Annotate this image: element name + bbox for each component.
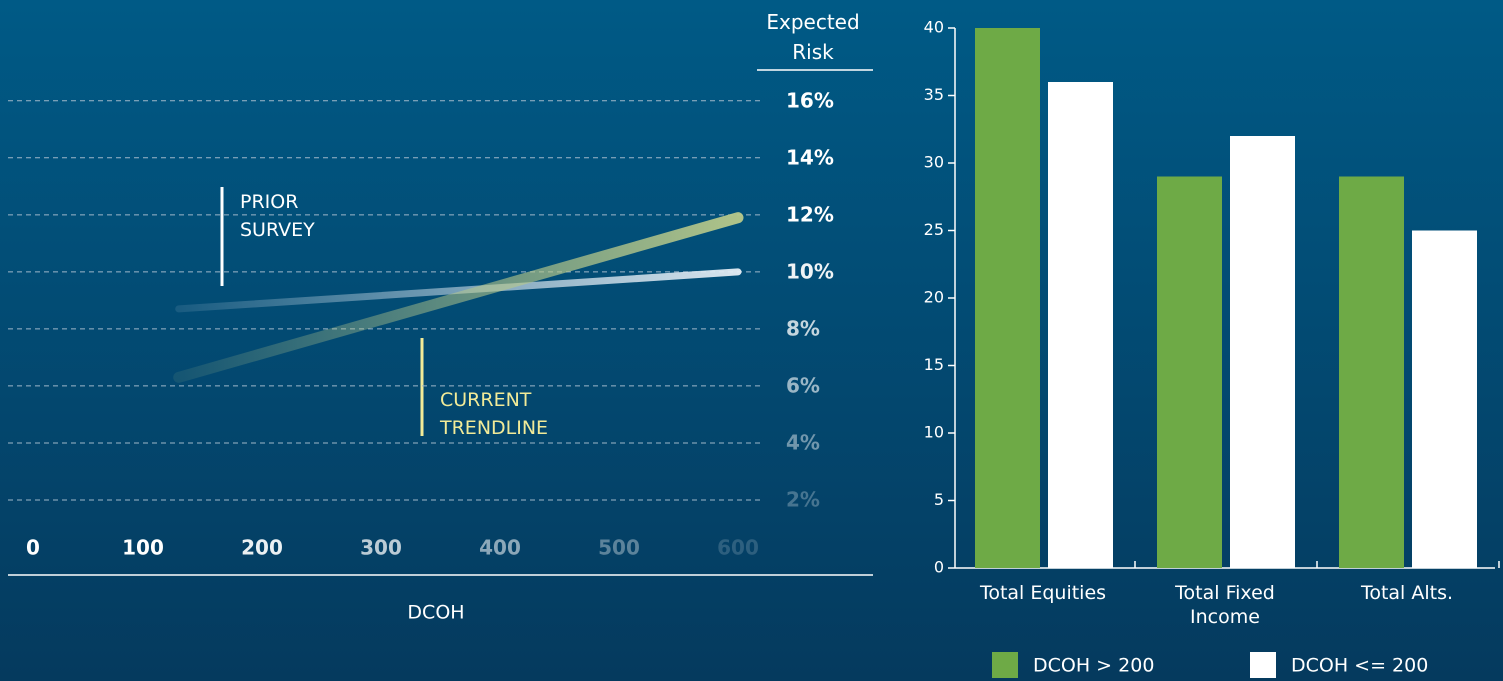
trendline: [175, 268, 742, 313]
y-tick-label: 16%: [786, 88, 834, 112]
y-tick-label: 35: [924, 85, 944, 104]
y-tick-label: 10: [924, 423, 944, 442]
x-axis-label: DCOH: [407, 602, 464, 624]
y-tick-label: 15: [924, 355, 944, 374]
x-tick-label: Total Fixed Income: [1175, 582, 1275, 628]
y-tick-label: 10%: [786, 259, 834, 283]
bar: [1230, 136, 1295, 568]
x-tick-label: 400: [479, 536, 521, 560]
x-tick-label: Total Equities: [979, 582, 1107, 604]
x-tick-label: 500: [598, 536, 640, 560]
y-tick-label: 4%: [786, 430, 820, 454]
legend-label: DCOH <= 200: [1291, 655, 1428, 677]
series-label: PRIOR SURVEY: [240, 191, 315, 241]
y-tick-label: 40: [924, 18, 944, 37]
legend-label: DCOH > 200: [1033, 655, 1154, 677]
y-tick-label: 12%: [786, 202, 834, 226]
bar: [1048, 82, 1113, 568]
y-tick-label: 14%: [786, 145, 834, 169]
bar: [1412, 230, 1477, 568]
chart-title: Expected Risk: [766, 10, 860, 64]
x-tick-label: 300: [360, 536, 402, 560]
y-tick-label: 2%: [786, 487, 820, 511]
series-label: CURRENT TRENDLINE: [440, 389, 549, 439]
legend-swatch: [1250, 652, 1276, 678]
y-tick-label: 8%: [786, 316, 820, 340]
bar: [975, 28, 1040, 568]
y-tick-label: 0: [934, 558, 944, 577]
x-tick-label: 0: [26, 536, 40, 560]
y-tick-label: 30: [924, 153, 944, 172]
x-tick-label: 100: [122, 536, 164, 560]
bar: [1339, 176, 1404, 568]
bar: [1157, 176, 1222, 568]
y-tick-label: 6%: [786, 373, 820, 397]
x-tick-label: 600: [717, 536, 759, 560]
y-tick-label: 20: [924, 288, 944, 307]
x-tick-label: Total Alts.: [1360, 582, 1454, 604]
legend-swatch: [992, 652, 1018, 678]
y-tick-label: 5: [934, 490, 944, 509]
trendline: [173, 212, 744, 383]
x-tick-label: 200: [241, 536, 283, 560]
y-tick-label: 25: [924, 220, 944, 239]
